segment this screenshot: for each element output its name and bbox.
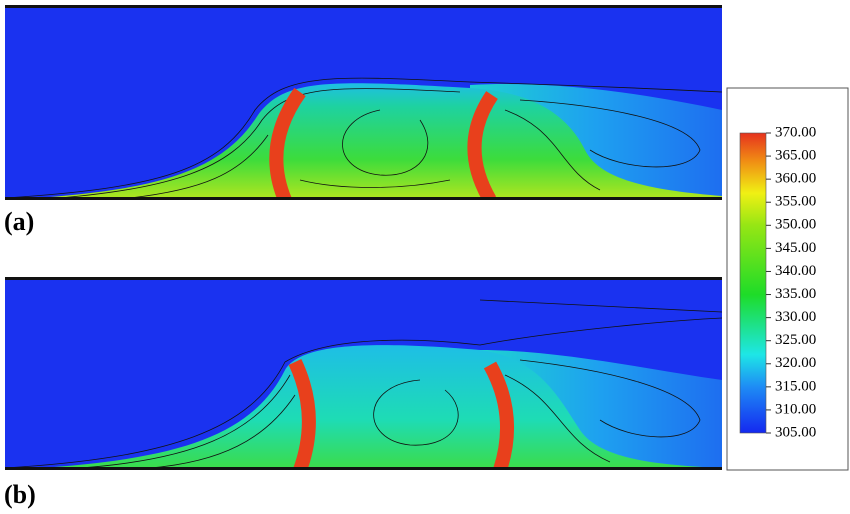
colorbar-tick-label: 320.00 bbox=[775, 355, 816, 371]
colorbar-tick-label: 370.00 bbox=[775, 124, 816, 140]
colorbar bbox=[739, 132, 767, 434]
contour-panel-a bbox=[5, 5, 722, 200]
colorbar-tick-label: 335.00 bbox=[775, 286, 816, 302]
contour-panel-b bbox=[5, 277, 722, 470]
panel-label: (a) bbox=[4, 207, 34, 236]
colorbar-tick-label: 330.00 bbox=[775, 309, 816, 325]
colorbar-tick-label: 315.00 bbox=[775, 378, 816, 394]
colorbar-tick-label: 340.00 bbox=[775, 263, 816, 279]
colorbar-tick-label: 350.00 bbox=[775, 217, 816, 233]
panel-label: (b) bbox=[4, 480, 36, 509]
colorbar-tick-label: 345.00 bbox=[775, 240, 816, 256]
colorbar-tick-label: 305.00 bbox=[775, 424, 816, 440]
colorbar-tick-label: 360.00 bbox=[775, 171, 816, 187]
colorbar-tick-label: 365.00 bbox=[775, 148, 816, 164]
colorbar-tick-label: 310.00 bbox=[775, 401, 816, 417]
colorbar-tick-label: 355.00 bbox=[775, 194, 816, 210]
colorbar-tick-label: 325.00 bbox=[775, 332, 816, 348]
